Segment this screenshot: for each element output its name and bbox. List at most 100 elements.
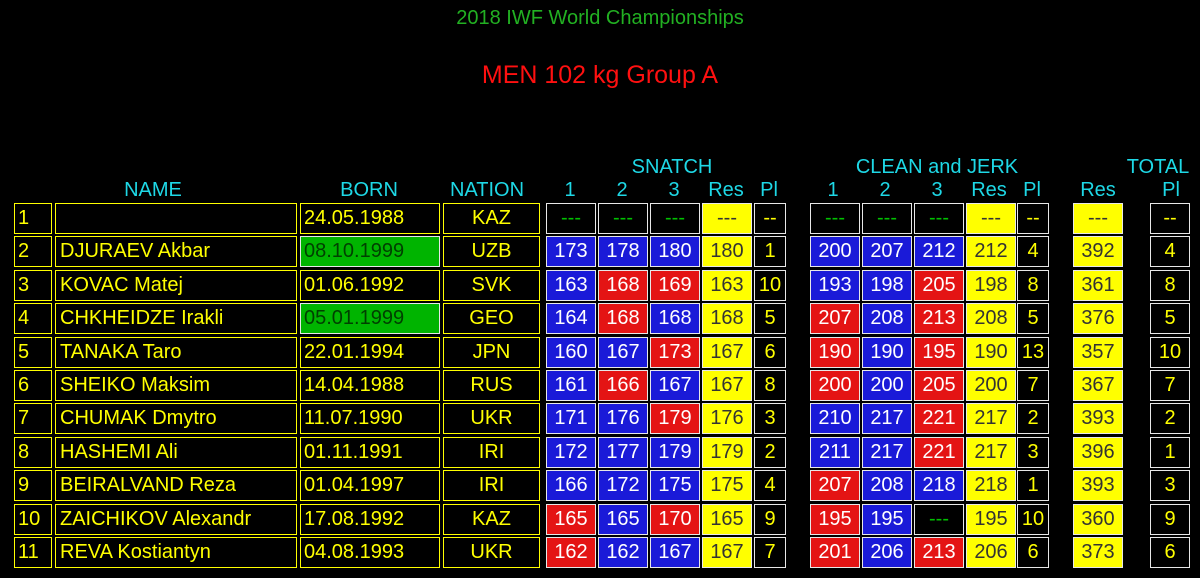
attempt-cell: 180 — [650, 236, 700, 268]
attempt-cell: 212 — [914, 236, 964, 268]
rank-cell: 6 — [14, 370, 52, 401]
result-cell: 167 — [702, 336, 752, 368]
name-cell: CHKHEIDZE Irakli — [55, 303, 297, 335]
column-header: 2 — [616, 179, 628, 201]
total-cell: 376 — [1073, 303, 1123, 335]
attempt-cell: 164 — [546, 303, 596, 335]
born-cell: 01.04.1997 — [300, 470, 440, 502]
nation-cell: IRI — [443, 470, 540, 502]
attempt-cell: 205 — [914, 370, 964, 401]
total-cell: 373 — [1073, 537, 1123, 568]
attempt-cell: 208 — [862, 470, 912, 502]
attempt-cell: 205 — [914, 269, 964, 301]
column-header: Pl — [1162, 179, 1180, 201]
attempt-cell: 175 — [650, 470, 700, 502]
attempt-cell: 195 — [810, 503, 860, 535]
rank-cell: 4 — [14, 303, 52, 335]
attempt-cell: 173 — [546, 236, 596, 268]
place-cell: 1 — [754, 236, 786, 268]
attempt-cell: 211 — [810, 436, 860, 468]
attempt-cell: 218 — [914, 470, 964, 502]
total-cell: 357 — [1073, 336, 1123, 368]
rank-cell: 9 — [14, 470, 52, 502]
attempt-cell: 193 — [810, 269, 860, 301]
place-cell: 7 — [1017, 370, 1049, 401]
place-cell: -- — [754, 203, 786, 234]
attempt-cell: 195 — [914, 336, 964, 368]
attempt-cell: 177 — [598, 436, 648, 468]
nation-cell: KAZ — [443, 503, 540, 535]
attempt-cell: 167 — [650, 370, 700, 401]
attempt-cell: --- — [914, 203, 964, 234]
attempt-cell: 167 — [598, 336, 648, 368]
attempt-cell: 206 — [862, 537, 912, 568]
total-place-cell: -- — [1150, 203, 1190, 234]
attempt-cell: 170 — [650, 503, 700, 535]
attempt-cell: 173 — [650, 336, 700, 368]
name-cell: REVA Kostiantyn — [55, 537, 297, 568]
total-place-cell: 3 — [1150, 470, 1190, 502]
result-cell: --- — [702, 203, 752, 234]
born-cell: 11.07.1990 — [300, 403, 440, 435]
name-cell — [55, 203, 297, 234]
born-cell: 01.06.1992 — [300, 269, 440, 301]
attempt-cell: 221 — [914, 436, 964, 468]
nation-cell: KAZ — [443, 203, 540, 234]
column-header: Pl — [760, 179, 778, 201]
place-cell: 4 — [754, 470, 786, 502]
attempt-cell: 190 — [810, 336, 860, 368]
place-cell: 3 — [754, 403, 786, 435]
name-cell: TANAKA Taro — [55, 336, 297, 368]
name-cell: KOVAC Matej — [55, 269, 297, 301]
place-cell: 13 — [1017, 336, 1049, 368]
attempt-cell: 172 — [598, 470, 648, 502]
nation-cell: UZB — [443, 236, 540, 268]
place-cell: 5 — [754, 303, 786, 335]
attempt-cell: 217 — [862, 403, 912, 435]
total-cell: 367 — [1073, 370, 1123, 401]
attempt-cell: 213 — [914, 537, 964, 568]
attempt-cell: 165 — [546, 503, 596, 535]
place-cell: 2 — [1017, 403, 1049, 435]
result-cell: 200 — [966, 370, 1016, 401]
nation-cell: JPN — [443, 336, 540, 368]
result-cell: 167 — [702, 370, 752, 401]
result-cell: 165 — [702, 503, 752, 535]
total-place-cell: 7 — [1150, 370, 1190, 401]
total-cell: 393 — [1073, 403, 1123, 435]
name-cell: ZAICHIKOV Alexandr — [55, 503, 297, 535]
attempt-cell: 200 — [810, 370, 860, 401]
column-header: Res — [708, 179, 744, 201]
attempt-cell: 168 — [598, 303, 648, 335]
born-cell: 05.01.1999 — [300, 303, 440, 335]
attempt-cell: 221 — [914, 403, 964, 435]
event-title: 2018 IWF World Championships — [456, 7, 744, 29]
column-header: Pl — [1023, 179, 1041, 201]
result-cell: 167 — [702, 537, 752, 568]
column-header: 3 — [668, 179, 680, 201]
attempt-cell: 166 — [546, 470, 596, 502]
place-cell: 7 — [754, 537, 786, 568]
place-cell: 5 — [1017, 303, 1049, 335]
attempt-cell: 168 — [650, 303, 700, 335]
place-cell: 1 — [1017, 470, 1049, 502]
attempt-cell: 176 — [598, 403, 648, 435]
name-cell: CHUMAK Dmytro — [55, 403, 297, 435]
attempt-cell: 208 — [862, 303, 912, 335]
group-title: MEN 102 kg Group A — [481, 61, 719, 89]
name-cell: HASHEMI Ali — [55, 436, 297, 468]
name-cell: DJURAEV Akbar — [55, 236, 297, 268]
column-header: 1 — [564, 179, 576, 201]
attempt-cell: 179 — [650, 436, 700, 468]
attempt-cell: 161 — [546, 370, 596, 401]
attempt-cell: 162 — [598, 537, 648, 568]
place-cell: 4 — [1017, 236, 1049, 268]
attempt-cell: 168 — [598, 269, 648, 301]
attempt-cell: 160 — [546, 336, 596, 368]
born-cell: 22.01.1994 — [300, 336, 440, 368]
group-header: CLEAN and JERK — [855, 156, 1019, 178]
total-place-cell: 2 — [1150, 403, 1190, 435]
attempt-cell: 217 — [862, 436, 912, 468]
place-cell: 3 — [1017, 436, 1049, 468]
